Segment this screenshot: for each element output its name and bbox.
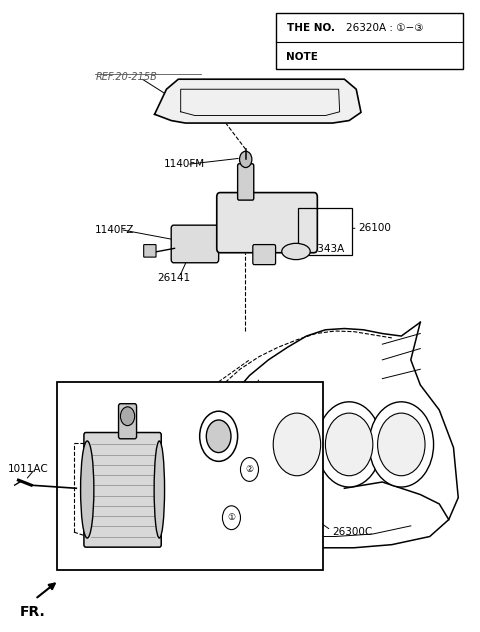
Text: 21343A: 21343A	[304, 244, 344, 254]
Circle shape	[206, 420, 231, 453]
Bar	[276, 13, 463, 68]
Text: 26320A : ①−③: 26320A : ①−③	[346, 23, 423, 33]
Text: ②: ②	[245, 465, 253, 474]
Circle shape	[240, 458, 259, 482]
Text: 26141: 26141	[157, 274, 190, 283]
Text: 21513A ③: 21513A ③	[292, 93, 345, 103]
Bar	[298, 208, 352, 255]
Circle shape	[264, 402, 329, 487]
Text: 26100: 26100	[359, 223, 392, 233]
Circle shape	[273, 413, 321, 476]
Ellipse shape	[282, 243, 310, 260]
Circle shape	[120, 407, 135, 425]
Text: NOTE: NOTE	[286, 52, 318, 63]
FancyBboxPatch shape	[84, 432, 161, 547]
Text: ①: ①	[228, 513, 236, 522]
Circle shape	[369, 402, 433, 487]
FancyBboxPatch shape	[171, 225, 219, 263]
FancyBboxPatch shape	[238, 164, 254, 200]
Text: 26343S: 26343S	[91, 446, 130, 456]
Text: 1011AC: 1011AC	[8, 465, 48, 475]
Text: THE NO.: THE NO.	[288, 23, 339, 33]
Bar	[57, 382, 323, 569]
Circle shape	[240, 151, 252, 167]
Polygon shape	[155, 79, 361, 123]
FancyBboxPatch shape	[144, 245, 156, 257]
Text: 1140FZ: 1140FZ	[96, 224, 135, 234]
Text: FR.: FR.	[19, 605, 45, 619]
FancyBboxPatch shape	[119, 404, 137, 439]
Text: 26345B: 26345B	[152, 552, 192, 562]
Circle shape	[378, 413, 425, 476]
Circle shape	[222, 506, 240, 530]
Circle shape	[325, 413, 373, 476]
Text: 1140FM: 1140FM	[164, 159, 205, 169]
FancyBboxPatch shape	[253, 245, 276, 265]
Text: 26300C: 26300C	[333, 527, 373, 537]
Ellipse shape	[81, 441, 94, 538]
Text: 26351D: 26351D	[261, 490, 302, 499]
Circle shape	[317, 402, 382, 487]
Circle shape	[200, 411, 238, 461]
FancyBboxPatch shape	[217, 193, 317, 253]
Text: REF.20-215B: REF.20-215B	[96, 71, 157, 82]
Ellipse shape	[154, 441, 165, 538]
